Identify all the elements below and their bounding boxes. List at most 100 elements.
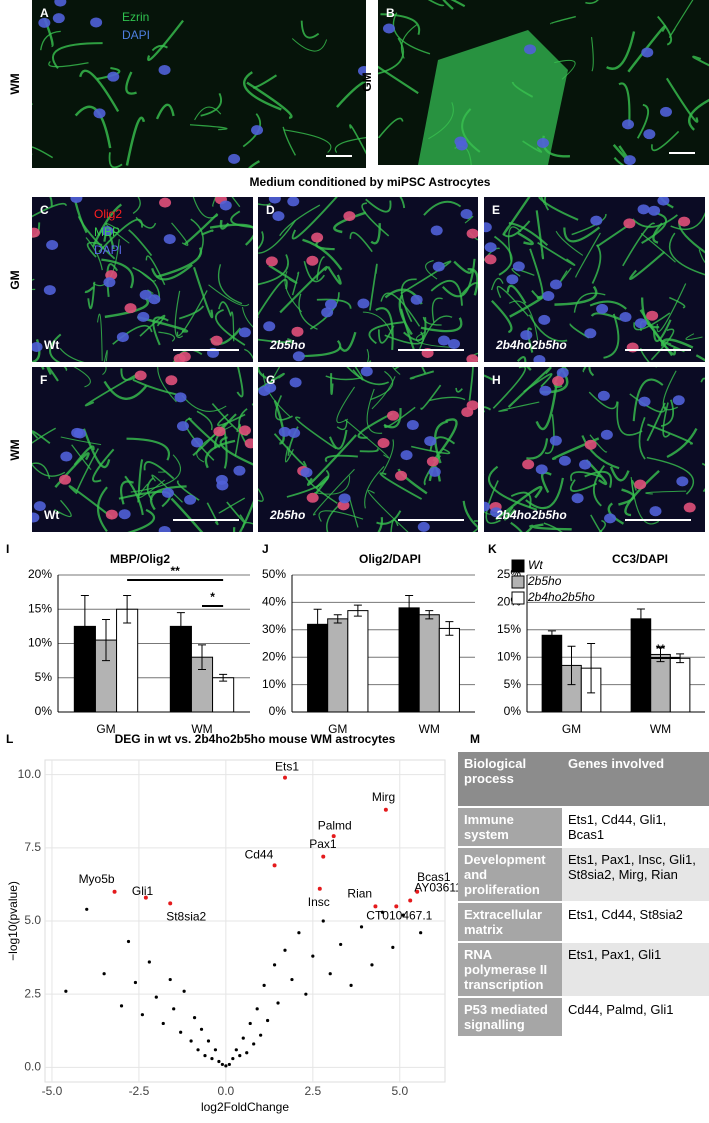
error-bar (547, 630, 556, 641)
genotype-label: Wt (44, 338, 59, 352)
process (49, 333, 62, 362)
point (245, 1051, 249, 1055)
process (325, 375, 361, 381)
process (200, 92, 223, 117)
process (326, 503, 342, 532)
nucleus (657, 197, 670, 206)
process (517, 232, 534, 246)
process (375, 307, 394, 351)
process (428, 102, 454, 140)
process (516, 356, 527, 362)
point-label: AY036118 (414, 881, 469, 895)
panel-letter: D (266, 203, 275, 217)
nucleus (33, 501, 46, 512)
nucleus (291, 326, 304, 337)
process (97, 313, 103, 361)
point (339, 942, 343, 947)
y-tick-label: 40% (262, 595, 286, 609)
nucleus (158, 525, 171, 532)
process (701, 462, 705, 493)
process (282, 126, 297, 156)
nucleus (600, 429, 613, 440)
significance-label: ** (656, 642, 666, 656)
table-row: Immune system Ets1, Cd44, Gli1, Bcas1 (458, 807, 709, 848)
process (208, 284, 250, 307)
micrograph-content (258, 367, 478, 532)
process (253, 74, 278, 89)
process (258, 278, 288, 317)
process (54, 499, 72, 518)
micrograph-content (32, 367, 253, 532)
process (554, 59, 576, 80)
point (161, 1021, 165, 1026)
point (224, 1064, 228, 1068)
process (196, 410, 213, 431)
nucleus (289, 377, 302, 388)
nucleus (124, 303, 137, 314)
process (128, 229, 153, 257)
cell (418, 30, 568, 165)
nucleus (549, 279, 562, 290)
nucleus (116, 332, 129, 343)
nucleus (107, 71, 120, 82)
nucleus (584, 439, 597, 450)
process (554, 285, 598, 306)
nucleus (321, 307, 334, 318)
nucleus (395, 470, 408, 481)
nucleus (165, 375, 178, 386)
process (244, 348, 253, 360)
process (544, 197, 550, 211)
process (651, 130, 680, 152)
nucleus (484, 242, 497, 253)
point (147, 960, 151, 964)
point (168, 901, 173, 906)
nucleus (683, 502, 696, 513)
process (32, 430, 51, 444)
process (563, 226, 601, 243)
point (168, 977, 172, 982)
nucleus (158, 64, 171, 75)
point-label: Ets1 (275, 760, 299, 774)
micrograph-content (32, 0, 366, 168)
process (570, 471, 602, 482)
nucleus (678, 216, 691, 227)
process (511, 268, 535, 277)
process (291, 197, 338, 240)
error-bar (123, 595, 132, 624)
process (529, 248, 544, 300)
process (226, 501, 246, 524)
process (668, 0, 694, 38)
process (184, 417, 215, 461)
genotype-label: 2b4ho2b5ho (495, 508, 567, 522)
process (400, 260, 452, 295)
point (140, 1013, 144, 1017)
process (378, 117, 404, 139)
bar (669, 657, 691, 713)
table-cell: Cd44, Palmd, Gli1 (562, 997, 709, 1038)
y-tick-label: 2.5 (24, 986, 41, 1000)
process (127, 508, 156, 532)
nucleus (263, 321, 276, 332)
nucleus (596, 303, 609, 314)
nucleus (676, 476, 689, 487)
nucleus (623, 155, 636, 165)
y-axis-label: −log10(pvalue) (6, 881, 20, 961)
row-label: GM (360, 72, 374, 91)
point (401, 913, 405, 917)
nucleus (139, 289, 152, 300)
process (487, 465, 538, 511)
bar (418, 614, 440, 713)
process (442, 258, 476, 298)
process (283, 129, 332, 153)
process (607, 502, 625, 525)
nucleus (484, 501, 491, 512)
process (124, 475, 144, 516)
x-tick-label: GM (328, 722, 347, 736)
nucleus (210, 335, 223, 346)
point-label: Pax1 (309, 837, 337, 851)
row-label: GM (8, 270, 22, 289)
process (379, 472, 423, 500)
nucleus (357, 65, 366, 76)
process (262, 373, 291, 417)
nucleus (191, 437, 204, 448)
